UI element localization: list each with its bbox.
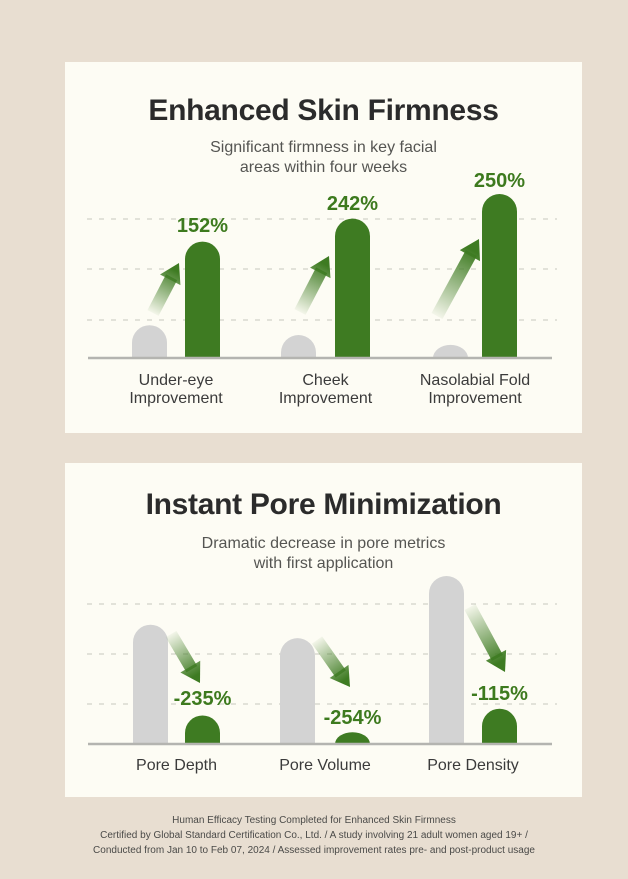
firmness-bar-chart: 152%242%250%Under-eyeImprovementCheekImp… [87,170,557,407]
trend-arrow-shaft [431,250,477,319]
pore-card: Instant Pore Minimization Dramatic decre… [65,463,582,797]
category-label: Improvement [129,390,223,407]
bar-before [433,344,468,358]
category-label: Nasolabial Fold [420,372,530,389]
trend-arrow-shaft [294,267,328,315]
bar-before [429,576,464,744]
footnote-line-3: Conducted from Jan 10 to Feb 07, 2024 / … [93,845,535,856]
trend-arrow-head [160,263,181,286]
value-label: 152% [177,215,228,237]
trend-arrow-shaft [147,274,178,316]
value-label: -235% [174,688,232,710]
value-label: -254% [324,707,382,729]
trend-arrow-head [180,660,201,683]
category-label: Cheek [302,372,349,389]
pore-title: Instant Pore Minimization [145,488,502,521]
bar-after [185,715,220,744]
trend-arrow-head [310,256,331,279]
firmness-subtitle: Significant firmness in key facial areas… [65,138,582,178]
firmness-subtitle-line-2: areas within four weeks [239,159,408,176]
footnote-line-1: Human Efficacy Testing Completed for Enh… [172,815,456,826]
category-label: Improvement [428,390,522,407]
value-label: 242% [327,193,378,215]
firmness-title: Enhanced Skin Firmness [148,94,499,127]
bar-after [335,732,370,744]
category-label: Pore Density [427,757,519,774]
trend-arrow-shaft [165,630,198,673]
bar-before [132,325,167,358]
bar-before [133,624,168,744]
firmness-subtitle-line-1: Significant firmness in key facial [210,139,437,156]
trend-arrow-head [459,239,480,262]
trend-arrow-head [329,664,350,687]
bar-before [280,638,315,744]
category-label: Pore Depth [136,757,217,774]
pore-bar-chart: -235% -254% -115% Pore Depth Pore Volume Pore… [87,576,557,774]
value-label: 250% [474,170,525,192]
value-label: -115% [471,683,528,705]
footnote-line-2: Certified by Global Standard Certificati… [100,830,528,841]
trend-arrow-shaft [311,636,346,678]
bar-after [335,218,370,358]
bar-after [185,241,220,358]
pore-subtitle: Dramatic decrease in pore metrics with f… [65,534,582,574]
trend-arrow-head [485,649,507,672]
bar-after [482,194,517,358]
category-label: Improvement [279,390,373,407]
pore-subtitle-line-1: Dramatic decrease in pore metrics [201,535,446,552]
category-label: Pore Volume [279,757,371,774]
trend-arrow-shaft [464,604,503,661]
bar-after [482,708,517,744]
study-footnote: Human Efficacy Testing Completed for Enh… [0,813,628,858]
bar-before [281,335,316,358]
pore-subtitle-line-2: with first application [253,555,394,572]
firmness-card: Enhanced Skin Firmness Significant firmn… [65,62,582,433]
category-label: Under-eye [139,372,214,389]
